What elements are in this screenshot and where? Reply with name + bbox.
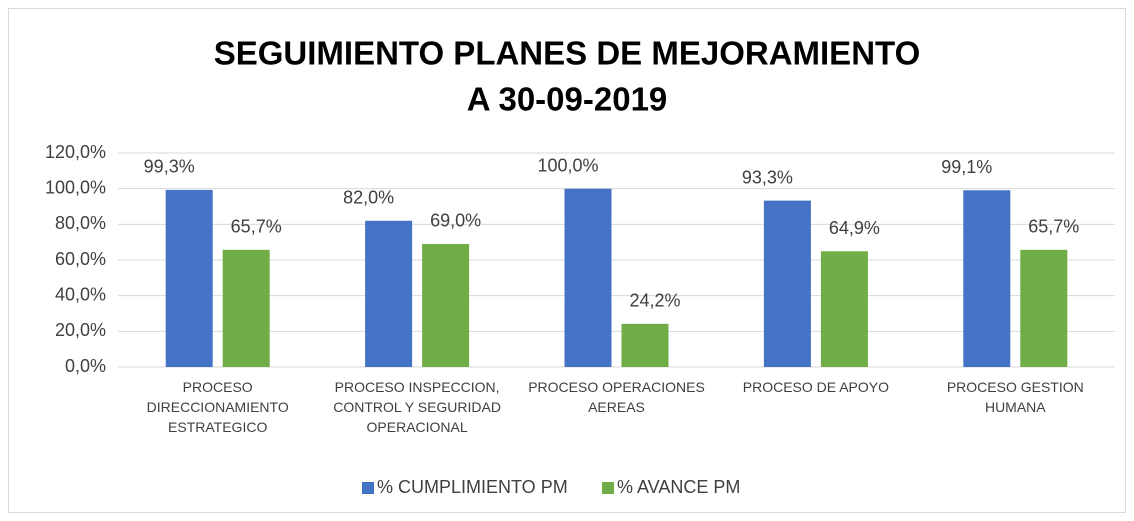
value-label: 99,1% [941,157,992,177]
bar [165,189,213,367]
value-label: 93,3% [742,167,793,187]
bar [365,220,413,367]
y-tick-label: 40,0% [55,284,106,304]
value-label: 69,0% [430,211,481,231]
value-label: 24,2% [629,291,680,311]
x-tick-label: PROCESO GESTION HUMANA [946,379,1084,415]
value-label: 100,0% [537,155,598,175]
bar [820,251,868,367]
chart-title: A 30-09-2019 [467,81,668,118]
legend-swatch [362,482,374,494]
bar [1020,249,1068,367]
value-label: 64,9% [829,218,880,238]
bar [621,323,669,367]
y-tick-label: 120,0% [45,142,106,162]
y-tick-label: 60,0% [55,249,106,269]
x-tick-label: PROCESO DIRECCIONAMIENTO ESTRATEGICO [146,379,289,435]
value-label: 82,0% [343,188,394,208]
legend-swatch [602,482,614,494]
x-tick-label: PROCESO OPERACIONES AEREAS [528,379,705,415]
bar [222,249,270,367]
x-tick-label: PROCESO DE APOYO [742,379,890,395]
value-label: 99,3% [144,157,195,177]
y-tick-label: 80,0% [55,213,106,233]
legend-label: % AVANCE PM [617,477,740,497]
value-label: 65,7% [1028,217,1079,237]
y-tick-label: 20,0% [55,320,106,340]
y-tick-label: 100,0% [45,177,106,197]
bar [763,200,811,367]
bar [422,243,470,367]
y-tick-label: 0,0% [65,356,106,376]
chart-title: SEGUIMIENTO PLANES DE MEJORAMIENTO [214,35,921,72]
bar [564,188,612,367]
bar [963,190,1011,367]
x-tick-label: PROCESO INSPECCION, CONTROL Y SEGURIDAD … [333,379,501,435]
value-label: 65,7% [231,217,282,237]
legend-label: % CUMPLIMIENTO PM [377,477,568,497]
